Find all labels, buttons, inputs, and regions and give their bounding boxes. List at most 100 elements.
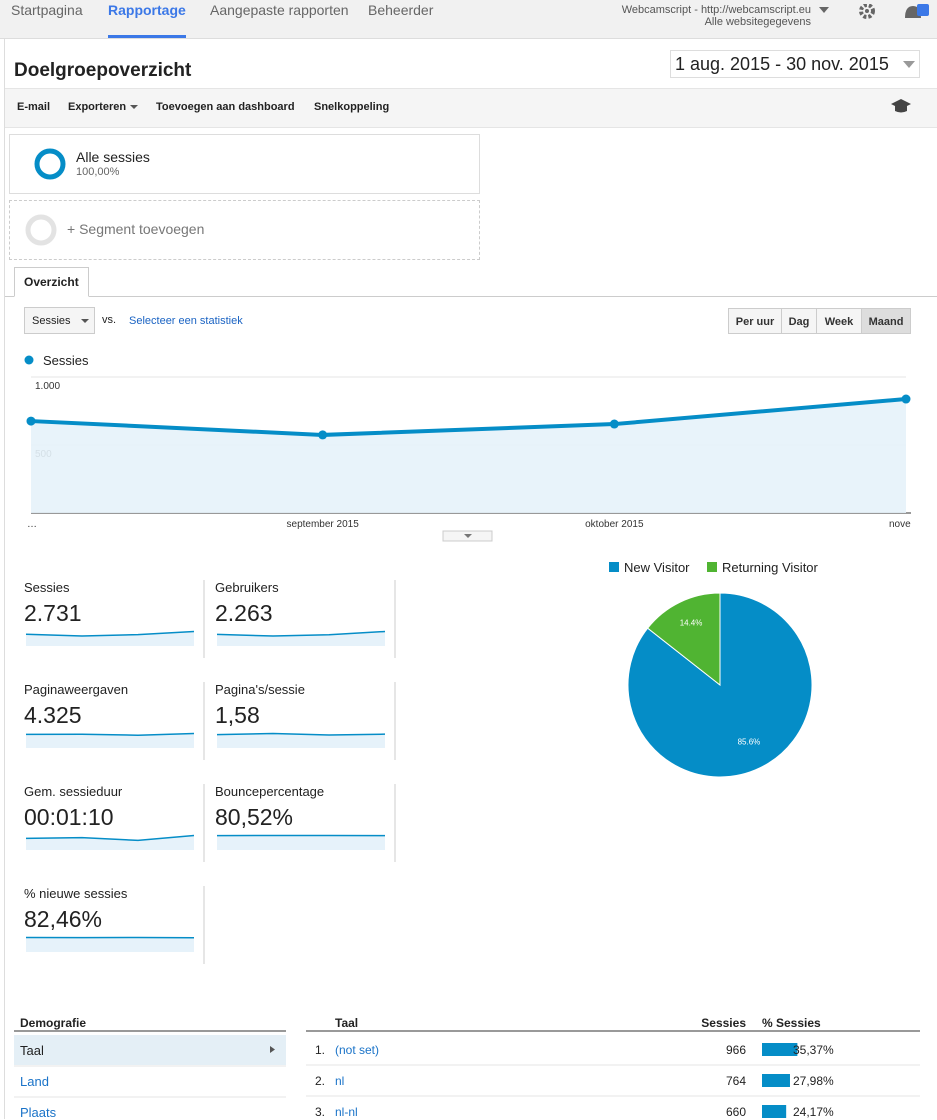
segment-share: 100,00% [76,166,119,178]
granularity-button[interactable]: Per uur [728,308,782,334]
metric-select-label: Sessies [32,315,71,327]
y-tick-label: 1.000 [35,381,60,392]
menu-active-row [14,1035,286,1065]
menu-title: Demografie [20,1016,86,1030]
metric-name: Gem. sessieduur [24,784,122,799]
row-share: 24,17% [793,1105,834,1119]
granularity-button[interactable]: Week [816,308,862,334]
metric-name: Bouncepercentage [215,784,324,799]
nav-tab[interactable]: Startpagina [11,2,83,18]
point [902,395,911,404]
menu-item[interactable]: Plaats [20,1105,56,1120]
account-name[interactable]: Webcamscript - http://webcamscript.eu [622,4,811,16]
menu-item[interactable]: Taal [20,1043,44,1058]
metric-name: Pagina's/sessie [215,682,305,697]
nav-tab[interactable]: Rapportage [108,2,186,38]
legend-marker [707,562,717,572]
row-rank: 1. [315,1043,325,1057]
row-sessions: 764 [726,1074,746,1088]
education-icon[interactable] [890,98,912,114]
share-bar [762,1074,790,1087]
row-share: 27,98% [793,1074,834,1088]
row-rank: 3. [315,1105,325,1119]
left-border [4,39,5,1119]
row-rank: 2. [315,1074,325,1088]
metric-value: 1,58 [215,702,260,729]
column-header: Taal [335,1016,358,1030]
metric-name: Sessies [24,580,70,595]
sparkline-area [26,937,194,952]
legend-marker [609,562,619,572]
menu-item[interactable]: Land [20,1074,49,1089]
add-segment-label: + Segment toevoegen [67,221,204,237]
point [318,430,327,439]
settings-icon-center [865,9,869,13]
toolbar-button[interactable]: E-mail [17,101,50,113]
granularity-button[interactable]: Maand [861,308,911,334]
legend-label: Sessies [43,353,89,368]
metric-select[interactable]: Sessies [24,307,95,334]
sparkline [217,733,385,735]
toolbar [5,88,937,128]
point [27,417,36,426]
date-picker[interactable]: 1 aug. 2015 - 30 nov. 2015 [670,50,920,78]
add-segment[interactable]: + Segment toevoegen [9,200,480,260]
tab-label: Overzicht [24,275,79,289]
row-sessions: 966 [726,1043,746,1057]
legend-label: New Visitor [624,560,690,575]
pie-label: 85.6% [738,738,761,747]
sparkline-area [217,733,385,748]
metric-name: Gebruikers [215,580,279,595]
x-tick-label: … [27,519,37,530]
nav-tab[interactable]: Aangepaste rapporten [210,2,349,18]
row-label[interactable]: nl [335,1074,344,1088]
export-dropdown [130,105,138,110]
select-statistic[interactable]: Selecteer een statistiek [129,315,243,327]
date-dropdown [903,61,915,69]
column-header: % Sessies [762,1016,821,1030]
metric-value: 82,46% [24,906,102,933]
legend-marker [25,356,34,365]
view-name[interactable]: Alle websitegegevens [705,16,811,28]
metric-value: 00:01:10 [24,804,114,831]
toolbar-button[interactable]: Snelkoppeling [314,101,389,113]
tab-line [5,296,937,297]
metric-value: 4.325 [24,702,82,729]
toolbar-button[interactable]: Toevoegen aan dashboard [156,101,295,113]
account-dropdown[interactable] [819,7,829,13]
point [610,420,619,429]
metric-name: % nieuwe sessies [24,886,127,901]
toolbar-button[interactable]: Exporteren [68,101,126,113]
metric-dropdown [81,319,89,324]
row-share: 35,37% [793,1043,834,1057]
tab[interactable]: Overzicht [14,267,89,297]
share-bar [762,1105,786,1118]
metric-name: Paginaweergaven [24,682,128,697]
sparkline [26,733,194,735]
vs-label: vs. [102,314,116,326]
sparkline-area [217,835,385,850]
row-label[interactable]: nl-nl [335,1105,358,1119]
area [31,399,906,513]
column-header: Sessies [701,1016,746,1030]
metric-value: 2.263 [215,600,273,627]
row-sessions: 660 [726,1105,746,1119]
x-tick-label: september 2015 [287,519,360,530]
top-icons [818,4,937,34]
notification-badge [917,4,929,16]
x-tick-label: nove [889,519,911,530]
page-title: Doelgroepoverzicht [14,60,191,82]
sparkline-area [26,733,194,748]
legend-label: Returning Visitor [722,560,819,575]
segment-name: Alle sessies [76,149,150,165]
metric-value: 2.731 [24,600,82,627]
metric-value: 80,52% [215,804,293,831]
row-label[interactable]: (not set) [335,1043,379,1057]
segment-card[interactable]: Alle sessies 100,00% [9,134,480,194]
x-tick-label: oktober 2015 [585,519,644,530]
granularity-button[interactable]: Dag [781,308,817,334]
nav-tab[interactable]: Beheerder [368,2,433,18]
pie-label: 14.4% [680,618,703,627]
date-range: 1 aug. 2015 - 30 nov. 2015 [675,54,889,75]
